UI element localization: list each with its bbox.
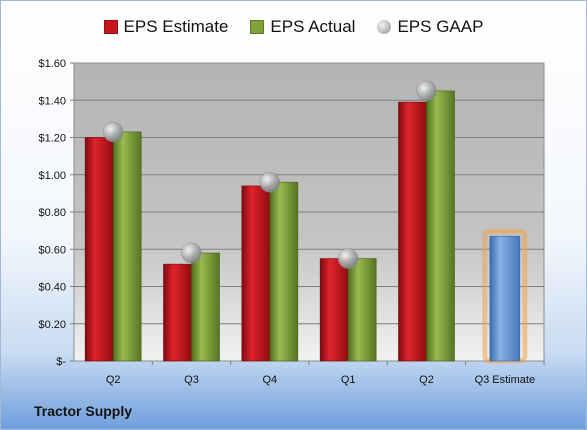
y-tick-label: $0.40 (38, 282, 66, 294)
bar-eps-actual (426, 90, 455, 362)
bar-eps-actual (112, 131, 142, 362)
company-name: Tractor Supply (34, 403, 133, 419)
y-tick-label: $1.20 (38, 133, 66, 145)
legend-marker-eps-gaap (377, 20, 392, 34)
x-tick-label: Q1 (341, 374, 356, 386)
bar-q3-estimate (489, 235, 521, 362)
legend-item-eps-actual: EPS Actual (250, 17, 355, 37)
x-tick-label: Q2 (419, 374, 434, 386)
x-axis-ticks: Q2 Q3 Q4 Q1 Q2 Q3 Estimate (106, 361, 545, 386)
y-tick-label: $1.40 (38, 95, 66, 107)
y-tick-label: $0.80 (38, 207, 66, 219)
y-axis-ticks: $- $0.20 $0.40 $0.60 $0.80 $1.00 $1.20 $1.40 $1.… (38, 58, 74, 368)
marker-eps-gaap (259, 171, 281, 193)
x-tick-label: Q4 (262, 374, 277, 386)
y-tick-label: $1.00 (38, 170, 66, 182)
marker-eps-gaap (102, 121, 124, 143)
marker-eps-gaap (181, 242, 202, 264)
legend-label-eps-estimate: EPS Estimate (123, 17, 229, 36)
x-tick-label: Q2 (106, 374, 121, 386)
legend-swatch-eps-estimate (103, 20, 118, 34)
bar-eps-estimate (163, 263, 192, 362)
legend: EPS Estimate EPS Actual EPS GAAP (1, 17, 586, 37)
marker-eps-gaap (337, 248, 359, 269)
bar-eps-estimate (319, 258, 349, 362)
bar-eps-actual (269, 181, 299, 362)
bars-layer (84, 90, 528, 364)
bar-eps-estimate (84, 137, 114, 362)
legend-item-eps-estimate: EPS Estimate (103, 17, 229, 37)
bar-eps-actual (347, 258, 377, 362)
bar-eps-actual (191, 252, 220, 362)
grid-layer (74, 99, 544, 325)
bar-eps-estimate (398, 101, 427, 362)
x-tick-label: Q3 (184, 374, 199, 386)
y-tick-label: $0.20 (38, 319, 66, 331)
x-tick-label: Q3 Estimate (475, 374, 536, 386)
gaap-markers-layer (102, 80, 437, 269)
marker-eps-gaap (416, 80, 437, 102)
legend-label-eps-actual: EPS Actual (270, 17, 356, 36)
bar-eps-estimate (241, 185, 271, 362)
y-tick-label: $- (56, 356, 66, 368)
y-tick-label: $1.60 (38, 58, 66, 70)
legend-swatch-eps-actual (250, 20, 265, 34)
y-tick-label: $0.60 (38, 244, 66, 256)
legend-label-eps-gaap: EPS GAAP (397, 17, 484, 36)
legend-item-eps-gaap: EPS GAAP (377, 17, 483, 37)
